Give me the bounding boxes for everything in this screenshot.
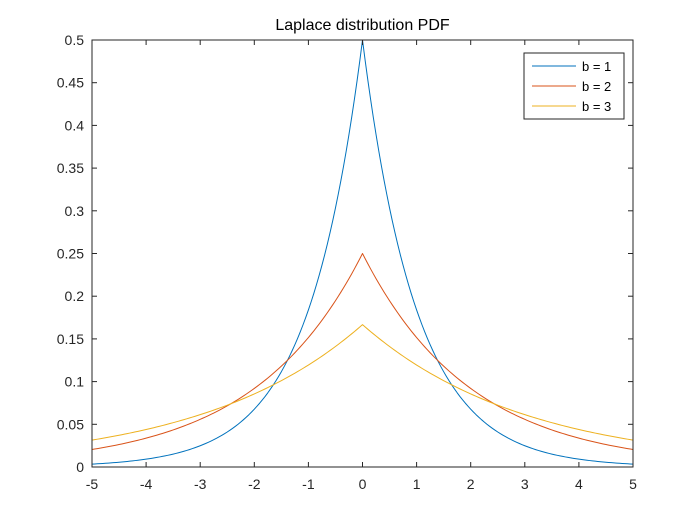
y-tick-label: 0 (76, 459, 84, 475)
x-tick-label: 1 (413, 476, 421, 492)
x-tick-label: -5 (86, 476, 99, 492)
chart-title: Laplace distribution PDF (275, 17, 450, 34)
x-tick-label: 4 (575, 476, 583, 492)
x-tick-label: -2 (248, 476, 261, 492)
x-tick-label: -4 (140, 476, 153, 492)
x-tick-label: 0 (359, 476, 367, 492)
x-tick-label: -1 (302, 476, 315, 492)
y-tick-label: 0.45 (57, 75, 84, 91)
tick-labels-layer: -5 -4 -3 -2 -1 0 1 2 3 4 5 0 0.05 0.1 0.15 0.2 0.25 0.3 0.… (57, 32, 637, 492)
y-tick-label: 0.4 (65, 117, 85, 133)
y-tick-label: 0.5 (65, 32, 85, 48)
legend-label-1: b = 1 (582, 59, 611, 74)
y-tick-label: 0.25 (57, 246, 84, 262)
ticks-layer (91, 39, 634, 468)
series-line-3 (91, 324, 634, 441)
y-tick-label: 0.15 (57, 331, 84, 347)
y-tick-label: 0.05 (57, 416, 84, 432)
legend: b = 1 b = 2 b = 3 (523, 52, 625, 120)
series-line-2 (91, 253, 634, 450)
x-tick-label: 2 (467, 476, 475, 492)
x-tick-label: -3 (194, 476, 207, 492)
x-tick-label: 3 (521, 476, 529, 492)
y-tick-label: 0.1 (65, 374, 85, 390)
legend-label-2: b = 2 (582, 79, 611, 94)
y-tick-label: 0.35 (57, 160, 84, 176)
y-tick-label: 0.2 (65, 288, 85, 304)
legend-label-3: b = 3 (582, 99, 611, 114)
x-tick-label: 5 (629, 476, 637, 492)
y-tick-label: 0.3 (65, 203, 85, 219)
